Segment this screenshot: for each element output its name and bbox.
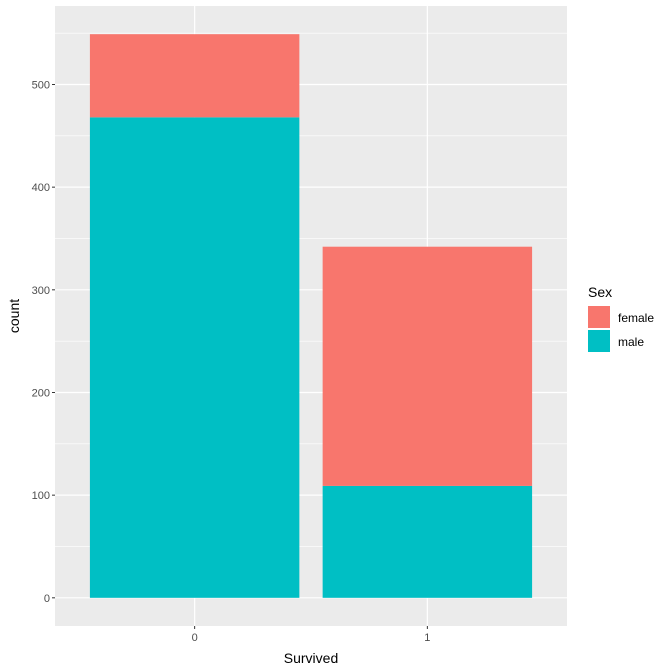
- y-axis: 0 100 200 300 400 500: [32, 79, 55, 605]
- x-axis-title: Survived: [284, 650, 338, 666]
- y-tick-label: 300: [32, 285, 50, 297]
- legend: Sex female male: [588, 284, 654, 352]
- x-tick-label: 1: [424, 632, 430, 644]
- bars: [89, 34, 533, 598]
- legend-label-male: male: [618, 335, 644, 349]
- legend-key-male: [588, 330, 610, 352]
- y-tick-label: 500: [32, 79, 50, 91]
- legend-key-female: [588, 306, 610, 328]
- y-tick-label: 200: [32, 387, 50, 399]
- bar-male-0: [89, 117, 300, 598]
- y-tick-label: 0: [44, 593, 50, 605]
- y-tick-label: 100: [32, 490, 50, 502]
- y-axis-title: count: [6, 299, 22, 333]
- y-tick-label: 400: [32, 182, 50, 194]
- x-tick-label: 0: [192, 632, 198, 644]
- legend-label-female: female: [618, 311, 654, 325]
- bar-male-1: [322, 485, 533, 598]
- bar-female-1: [322, 246, 533, 486]
- bar-female-0: [89, 34, 300, 118]
- legend-title: Sex: [588, 284, 612, 300]
